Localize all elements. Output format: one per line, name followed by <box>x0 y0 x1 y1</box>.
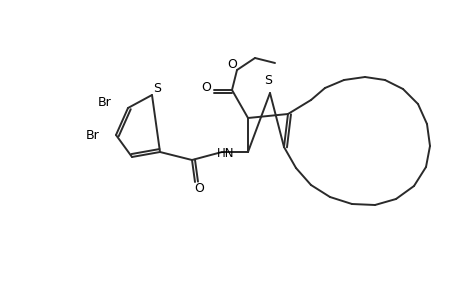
Text: S: S <box>263 74 271 87</box>
Text: O: O <box>201 80 211 94</box>
Text: S: S <box>153 82 161 94</box>
Text: O: O <box>194 182 203 194</box>
Text: HN: HN <box>217 147 234 160</box>
Text: Br: Br <box>86 128 100 142</box>
Text: Br: Br <box>98 95 112 109</box>
Text: O: O <box>227 58 236 70</box>
